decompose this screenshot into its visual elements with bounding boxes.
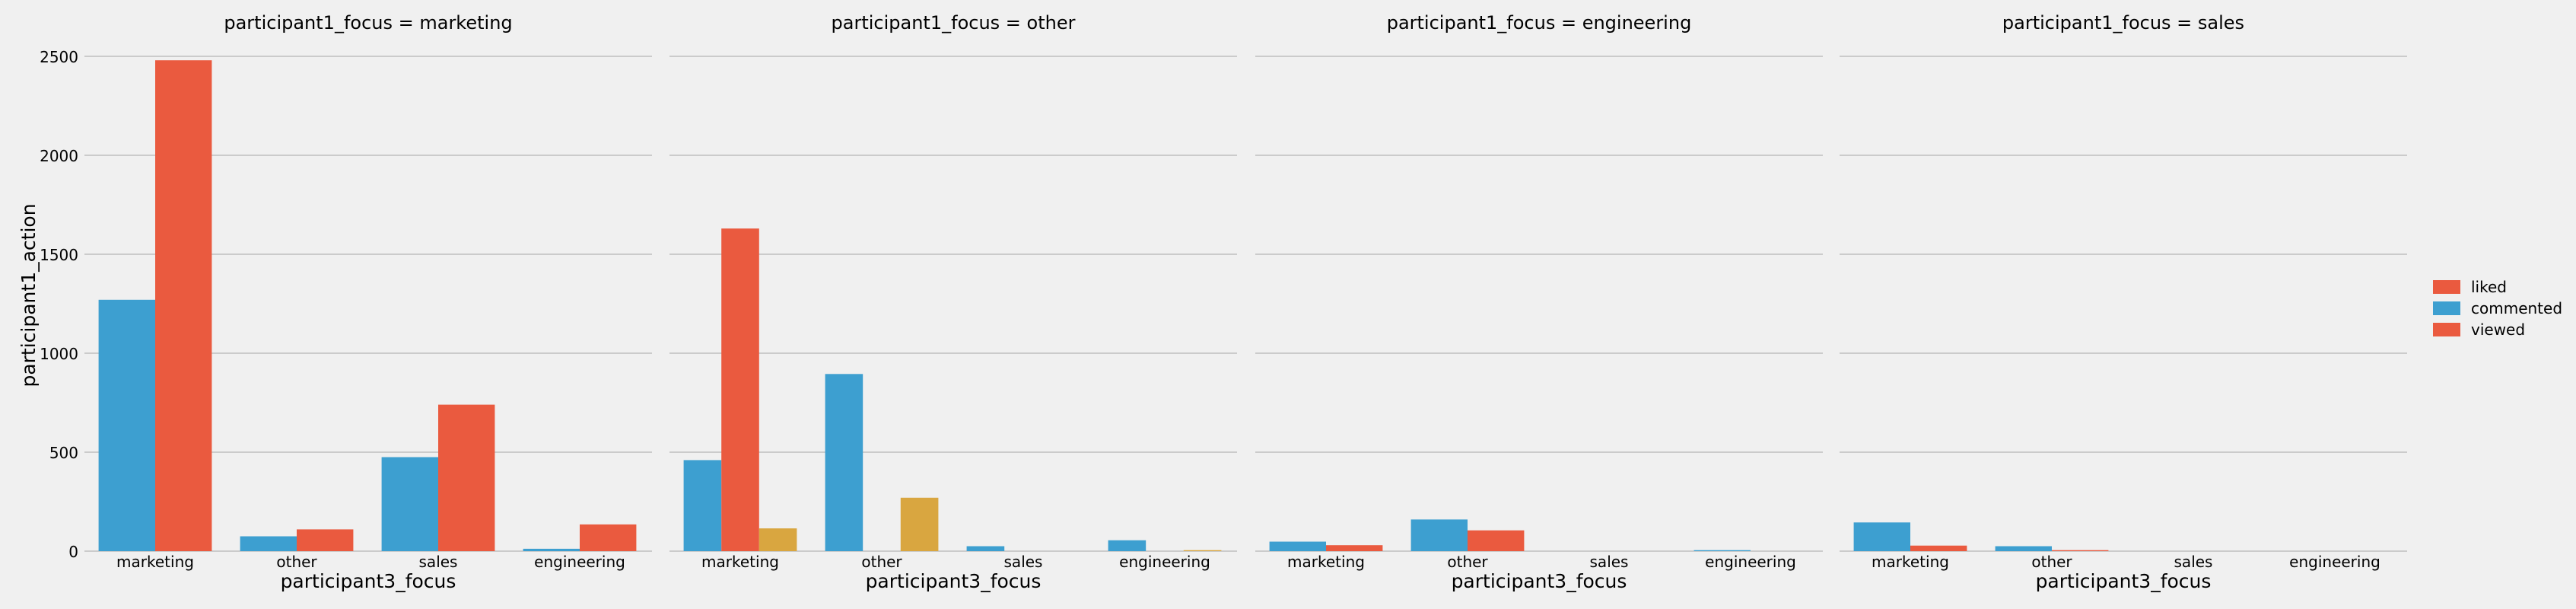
x-tick-label: engineering <box>1119 553 1210 571</box>
facet-panel: participant1_focus = other marketing other… <box>669 12 1237 592</box>
facet-title: participant1_focus = engineering <box>1387 12 1692 33</box>
facet-title: participant1_focus = sales <box>2002 12 2244 33</box>
legend: liked commented viewed <box>2433 278 2562 339</box>
x-axis-label: participant3_focus <box>866 570 1042 592</box>
bar <box>1468 530 1525 551</box>
bar <box>1853 522 1910 551</box>
legend-label: liked <box>2471 278 2507 296</box>
x-tick-label: marketing <box>701 553 779 571</box>
facet-title: participant1_focus = other <box>832 12 1076 33</box>
legend-swatch <box>2433 323 2460 336</box>
bar <box>523 548 580 551</box>
y-tick-label: 2500 <box>40 48 78 66</box>
y-tick-label: 500 <box>49 444 78 462</box>
x-tick-label: sales <box>419 553 458 571</box>
bar <box>683 460 722 551</box>
bar <box>825 374 863 551</box>
bar <box>721 228 759 551</box>
x-tick-label: engineering <box>2289 553 2380 571</box>
bar <box>1410 519 1468 551</box>
x-axis-label: participant3_focus <box>2036 570 2212 592</box>
x-tick-label: sales <box>1590 553 1629 571</box>
x-axis-label: participant3_focus <box>281 570 456 592</box>
bar <box>758 528 797 551</box>
y-tick-label: 1500 <box>40 246 78 264</box>
x-tick-label: engineering <box>1705 553 1796 571</box>
bar <box>381 457 438 551</box>
y-tick-label: 1000 <box>40 345 78 363</box>
bar <box>297 529 354 551</box>
x-tick-label: other <box>2031 553 2072 571</box>
bar <box>2052 550 2109 551</box>
legend-label: commented <box>2471 299 2562 317</box>
x-axis-label: participant3_focus <box>1452 570 1627 592</box>
x-tick-label: sales <box>2174 553 2213 571</box>
facet-panel: participant1_focus = sales marketing other… <box>1840 12 2407 592</box>
facet-panel: 0 500 1000 1500 2000 2500 participant1_focus =… <box>40 12 652 592</box>
facet-panel: participant1_focus = engineering marketin… <box>1255 12 1823 592</box>
x-tick-label: marketing <box>1287 553 1365 571</box>
bar <box>1108 540 1146 551</box>
y-tick-label: 0 <box>68 543 78 561</box>
legend-swatch <box>2433 280 2460 294</box>
x-tick-label: sales <box>1004 553 1043 571</box>
bar <box>1995 546 2052 551</box>
bar <box>240 536 297 551</box>
x-tick-label: other <box>861 553 902 571</box>
legend-label: viewed <box>2471 320 2525 339</box>
bar <box>1269 541 1326 551</box>
bar <box>98 299 155 551</box>
legend-swatch <box>2433 301 2460 315</box>
bar <box>1183 550 1222 551</box>
bar <box>155 60 212 551</box>
bar <box>966 546 1005 551</box>
x-tick-label: other <box>276 553 317 571</box>
x-tick-label: engineering <box>534 553 625 571</box>
bar <box>900 497 939 551</box>
bar <box>1326 545 1383 551</box>
bar <box>1910 545 1967 551</box>
bar <box>1693 550 1751 551</box>
y-tick-label: 2000 <box>40 147 78 165</box>
x-tick-label: marketing <box>116 553 194 571</box>
y-axis-label: participant1_action <box>17 203 40 387</box>
x-tick-label: other <box>1447 553 1488 571</box>
facet-title: participant1_focus = marketing <box>224 12 512 33</box>
facets: 0 500 1000 1500 2000 2500 participant1_focus =… <box>40 12 2407 592</box>
bar <box>438 404 495 551</box>
bar <box>580 524 637 551</box>
x-tick-label: marketing <box>1872 553 1949 571</box>
